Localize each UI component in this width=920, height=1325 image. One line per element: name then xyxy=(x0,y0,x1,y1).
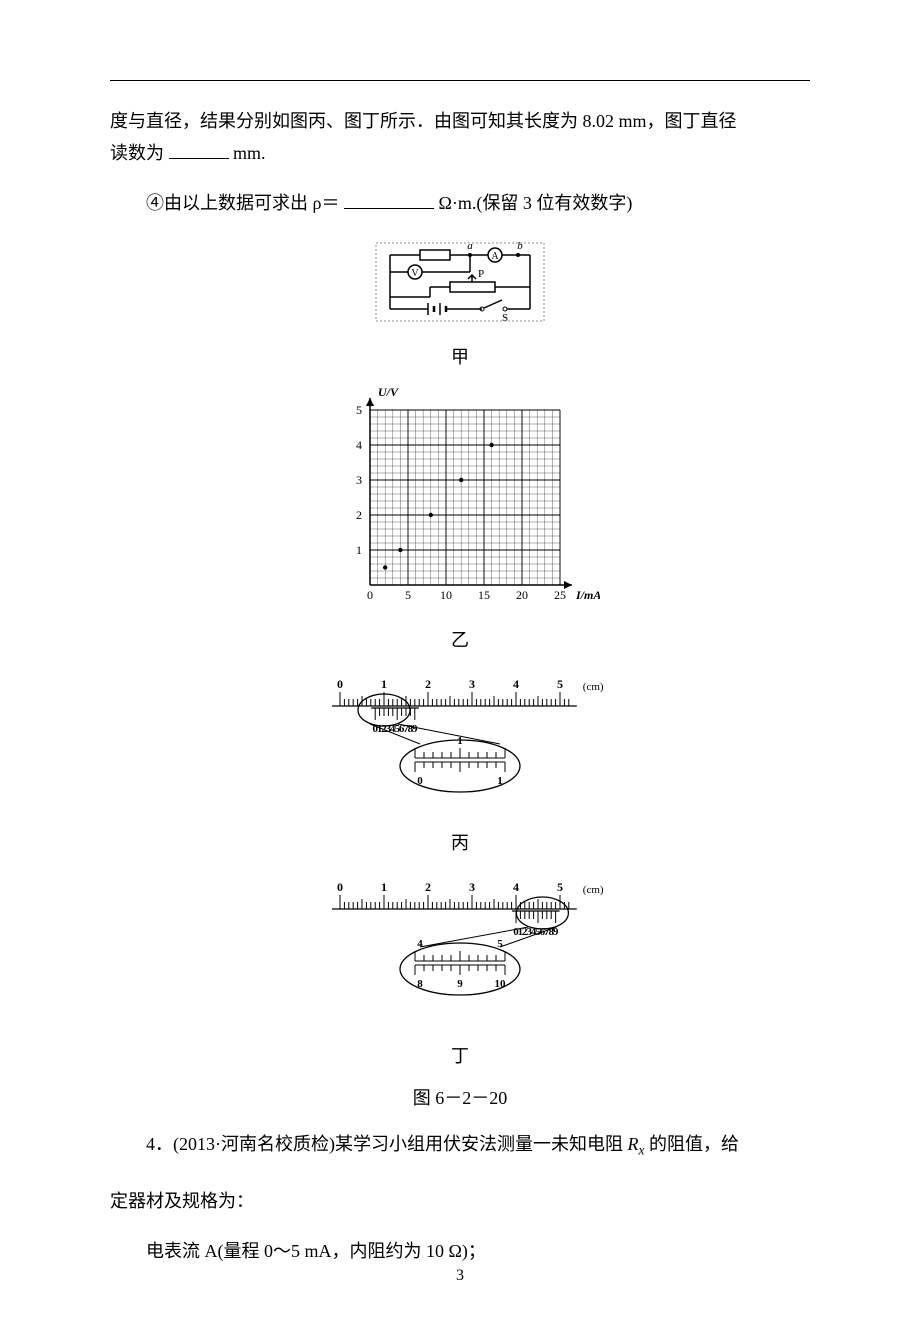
svg-text:U/V: U/V xyxy=(378,385,399,399)
svg-text:1: 1 xyxy=(381,677,387,691)
svg-text:0: 0 xyxy=(337,677,343,691)
svg-text:3: 3 xyxy=(356,473,362,487)
svg-text:9: 9 xyxy=(412,723,418,735)
text-line3a: ④由以上数据可求出 ρ＝ xyxy=(146,193,339,213)
graph-svg: 0 5 10 15 20 25 1 2 3 4 5 U/V I/mA xyxy=(320,385,600,615)
svg-text:1: 1 xyxy=(356,543,362,557)
svg-text:1: 1 xyxy=(381,880,387,894)
text-line3b: Ω·m.(保留 3 位有效数字) xyxy=(438,193,632,213)
svg-text:A: A xyxy=(491,251,499,262)
svg-text:1: 1 xyxy=(497,775,503,787)
q4-l3: 电表流 A(量程 0～5 mA，内阻约为 10 Ω)； xyxy=(146,1241,486,1261)
text-line2b: mm. xyxy=(233,143,266,163)
page-number: 3 xyxy=(0,1267,920,1285)
top-rule xyxy=(110,80,810,81)
svg-text:2: 2 xyxy=(425,677,431,691)
svg-text:5: 5 xyxy=(557,677,563,691)
q4-l2: 定器材及规格为： xyxy=(110,1191,254,1211)
svg-text:5: 5 xyxy=(497,938,503,950)
circuit-svg: a Ab V P S xyxy=(360,237,560,332)
label-bing: 丙 xyxy=(110,829,810,855)
label-yi: 乙 xyxy=(110,626,810,652)
q4-line1: 4．(2013·河南名校质检)某学习小组用伏安法测量一未知电阻 Rx 的阻值，给 xyxy=(110,1128,810,1167)
svg-text:0: 0 xyxy=(417,775,423,787)
svg-text:4: 4 xyxy=(513,677,519,691)
paragraph-cont: 度与直径，结果分别如图丙、图丁所示．由图可知其长度为 8.02 mm，图丁直径 … xyxy=(110,105,810,169)
svg-text:S: S xyxy=(502,312,508,324)
q4-l1b: 河南名校质检 xyxy=(221,1134,329,1154)
svg-text:3: 3 xyxy=(469,677,475,691)
svg-text:I/mA: I/mA xyxy=(575,588,600,602)
svg-text:2: 2 xyxy=(356,508,362,522)
blank-rho xyxy=(344,190,434,209)
paragraph-step4: ④由以上数据可求出 ρ＝ Ω·m.(保留 3 位有效数字) xyxy=(110,187,810,219)
figure-jia: a Ab V P S 甲 xyxy=(110,237,810,369)
figure-ding: 012345(cm)0123456789458910 丁 xyxy=(110,871,810,1068)
svg-text:15: 15 xyxy=(478,588,490,602)
svg-text:b: b xyxy=(517,240,523,252)
q4-R: R xyxy=(628,1134,639,1154)
svg-text:V: V xyxy=(411,268,419,279)
svg-text:(cm): (cm) xyxy=(583,884,604,896)
q4-l1a: 4．(2013· xyxy=(146,1134,221,1154)
text-line2a: 读数为 xyxy=(110,143,164,163)
svg-text:3: 3 xyxy=(469,880,475,894)
q4-line2: 定器材及规格为： xyxy=(110,1185,810,1217)
svg-text:(cm): (cm) xyxy=(583,681,604,693)
svg-text:9: 9 xyxy=(457,978,463,990)
svg-text:5: 5 xyxy=(356,403,362,417)
svg-text:5: 5 xyxy=(557,880,563,894)
svg-text:2: 2 xyxy=(425,880,431,894)
figure-caption-block: 图 6－2－20 xyxy=(110,1084,810,1110)
vernier-bing-svg: 012345(cm)0123456789101 xyxy=(310,668,610,818)
svg-text:10: 10 xyxy=(440,588,452,602)
svg-text:1: 1 xyxy=(457,735,463,747)
svg-text:0: 0 xyxy=(337,880,343,894)
blank-diameter xyxy=(169,140,229,159)
q4-l1c: )某学习小组用伏安法测量一未知电阻 xyxy=(329,1134,628,1154)
q4-l1d: 的阻值，给 xyxy=(645,1134,740,1154)
figure-caption: 图 6－2－20 xyxy=(110,1084,810,1110)
svg-text:20: 20 xyxy=(516,588,528,602)
svg-text:4: 4 xyxy=(513,880,519,894)
svg-text:4: 4 xyxy=(417,938,423,950)
svg-text:8: 8 xyxy=(417,978,423,990)
svg-text:a: a xyxy=(467,240,473,252)
svg-text:4: 4 xyxy=(356,438,362,452)
svg-text:25: 25 xyxy=(554,588,566,602)
svg-text:P: P xyxy=(478,268,484,280)
figure-yi: 0 5 10 15 20 25 1 2 3 4 5 U/V I/mA 乙 xyxy=(110,385,810,652)
figure-bing: 012345(cm)0123456789101 丙 xyxy=(110,668,810,855)
text-line1: 度与直径，结果分别如图丙、图丁所示．由图可知其长度为 8.02 mm，图丁直径 xyxy=(110,111,737,131)
label-ding: 丁 xyxy=(110,1042,810,1068)
svg-text:10: 10 xyxy=(495,978,507,990)
svg-text:5: 5 xyxy=(405,588,411,602)
page: 度与直径，结果分别如图丙、图丁所示．由图可知其长度为 8.02 mm，图丁直径 … xyxy=(0,0,920,1325)
svg-text:0: 0 xyxy=(367,588,373,602)
vernier-ding-svg: 012345(cm)0123456789458910 xyxy=(310,871,610,1031)
q4-line3: 电表流 A(量程 0～5 mA，内阻约为 10 Ω)； xyxy=(110,1235,810,1267)
label-jia: 甲 xyxy=(110,343,810,369)
